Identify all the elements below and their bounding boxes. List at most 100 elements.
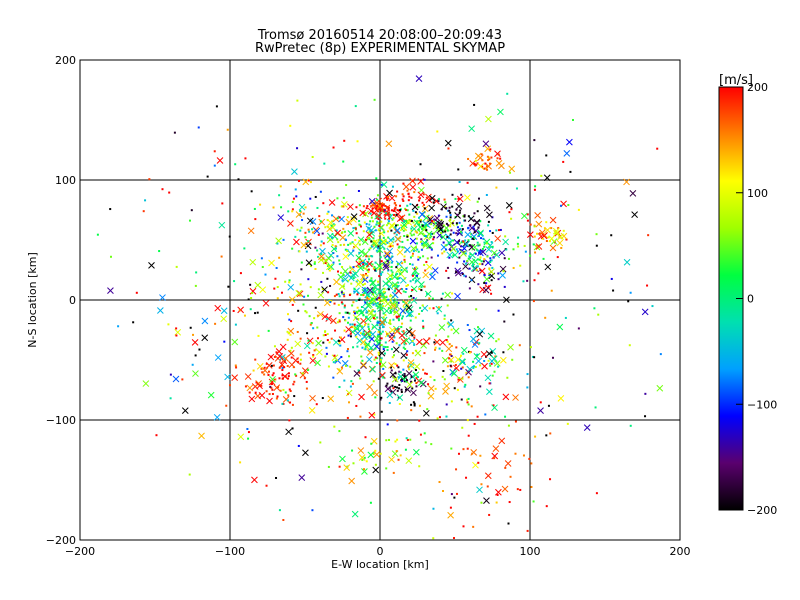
data-point-dot — [374, 396, 377, 399]
data-point-dot — [477, 226, 480, 229]
data-point-dot — [399, 204, 402, 207]
data-point-dot — [326, 339, 329, 342]
colorbar-tick-label: 200 — [747, 81, 768, 94]
data-point-dot — [449, 211, 452, 214]
data-point-dot — [333, 302, 336, 305]
data-point-dot — [331, 244, 334, 247]
data-point-dot — [267, 370, 270, 373]
data-point-cross — [366, 286, 374, 294]
data-point-dot — [283, 366, 286, 369]
data-point-dot — [372, 452, 375, 455]
data-point-dot — [537, 272, 540, 275]
data-point-cross — [345, 326, 353, 333]
data-point-dot — [330, 236, 333, 239]
data-point-dot — [491, 231, 494, 234]
data-point-dot — [423, 285, 426, 288]
data-point-dot — [338, 342, 341, 345]
data-point-dot — [282, 238, 285, 241]
data-point-dot — [195, 271, 198, 274]
data-point-dot — [562, 160, 565, 163]
data-point-dot — [459, 249, 462, 252]
data-point-dot — [342, 205, 345, 208]
data-point-dot — [379, 240, 382, 243]
data-point-dot — [418, 222, 421, 225]
data-point-cross — [174, 328, 182, 336]
data-point-dot — [442, 241, 445, 244]
data-point-dot — [390, 229, 393, 232]
data-point-dot — [446, 229, 449, 232]
data-point-dot — [403, 260, 406, 263]
data-point-dot — [387, 334, 390, 337]
data-point-dot — [369, 501, 372, 504]
data-point-dot — [340, 356, 343, 359]
data-point-dot — [402, 229, 405, 232]
data-point-dot — [507, 522, 510, 525]
data-point-dot — [358, 243, 361, 246]
data-point-dot — [344, 248, 347, 251]
data-point-dot — [460, 398, 463, 401]
data-point-dot — [367, 298, 370, 301]
data-point-dot — [358, 260, 361, 263]
data-point-dot — [356, 293, 359, 296]
data-point-cross — [251, 476, 258, 484]
data-point-cross — [361, 468, 368, 475]
data-point-cross — [207, 391, 215, 399]
data-point-dot — [411, 352, 414, 355]
data-point-dot — [379, 208, 382, 211]
data-point-dot — [284, 375, 287, 378]
data-point-dot — [473, 236, 476, 239]
data-point-dot — [466, 181, 469, 184]
data-point-dot — [413, 404, 416, 407]
data-point-dot — [349, 335, 352, 338]
data-point-dot — [629, 424, 632, 427]
data-point-dot — [346, 222, 349, 225]
data-point-dot — [517, 245, 520, 248]
data-point-dot — [381, 330, 384, 333]
data-point-cross — [494, 150, 501, 158]
data-point-dot — [402, 300, 405, 303]
data-point-dot — [385, 467, 388, 470]
data-point-dot — [278, 377, 281, 380]
data-point-dot — [488, 162, 491, 165]
data-point-dot — [360, 293, 363, 296]
data-point-dot — [296, 99, 299, 102]
data-point-dot — [349, 332, 352, 335]
data-point-dot — [256, 311, 259, 314]
data-point-cross — [393, 308, 400, 316]
data-point-dot — [395, 284, 398, 287]
data-point-dot — [319, 220, 322, 223]
data-point-dot — [434, 334, 437, 337]
data-point-dot — [485, 282, 488, 285]
data-point-cross — [485, 115, 492, 123]
data-point-cross — [352, 270, 359, 278]
data-point-dot — [377, 218, 380, 221]
data-point-cross — [276, 352, 284, 360]
data-point-cross — [358, 393, 365, 401]
data-point-cross — [495, 159, 503, 167]
data-point-cross — [254, 281, 262, 289]
data-point-dot — [403, 374, 406, 377]
data-point-dot — [383, 287, 386, 290]
data-point-dot — [213, 164, 216, 167]
data-point-cross — [469, 160, 477, 167]
data-point-dot — [491, 245, 494, 248]
data-point-dot — [467, 227, 470, 230]
data-point-dot — [301, 219, 304, 222]
data-point-cross — [474, 152, 482, 160]
data-point-dot — [361, 359, 364, 362]
data-point-dot — [352, 227, 355, 230]
data-point-cross — [370, 209, 378, 217]
data-point-dot — [221, 202, 224, 205]
data-point-cross — [462, 263, 469, 270]
data-point-dot — [342, 196, 345, 199]
data-point-dot — [391, 340, 394, 343]
data-point-dot — [405, 208, 408, 211]
data-point-dot — [365, 460, 368, 463]
data-point-dot — [445, 248, 448, 251]
data-point-cross — [497, 108, 504, 116]
data-point-dot — [487, 220, 490, 223]
data-point-dot — [551, 356, 554, 359]
data-point-dot — [402, 246, 405, 249]
data-point-dot — [215, 105, 218, 108]
